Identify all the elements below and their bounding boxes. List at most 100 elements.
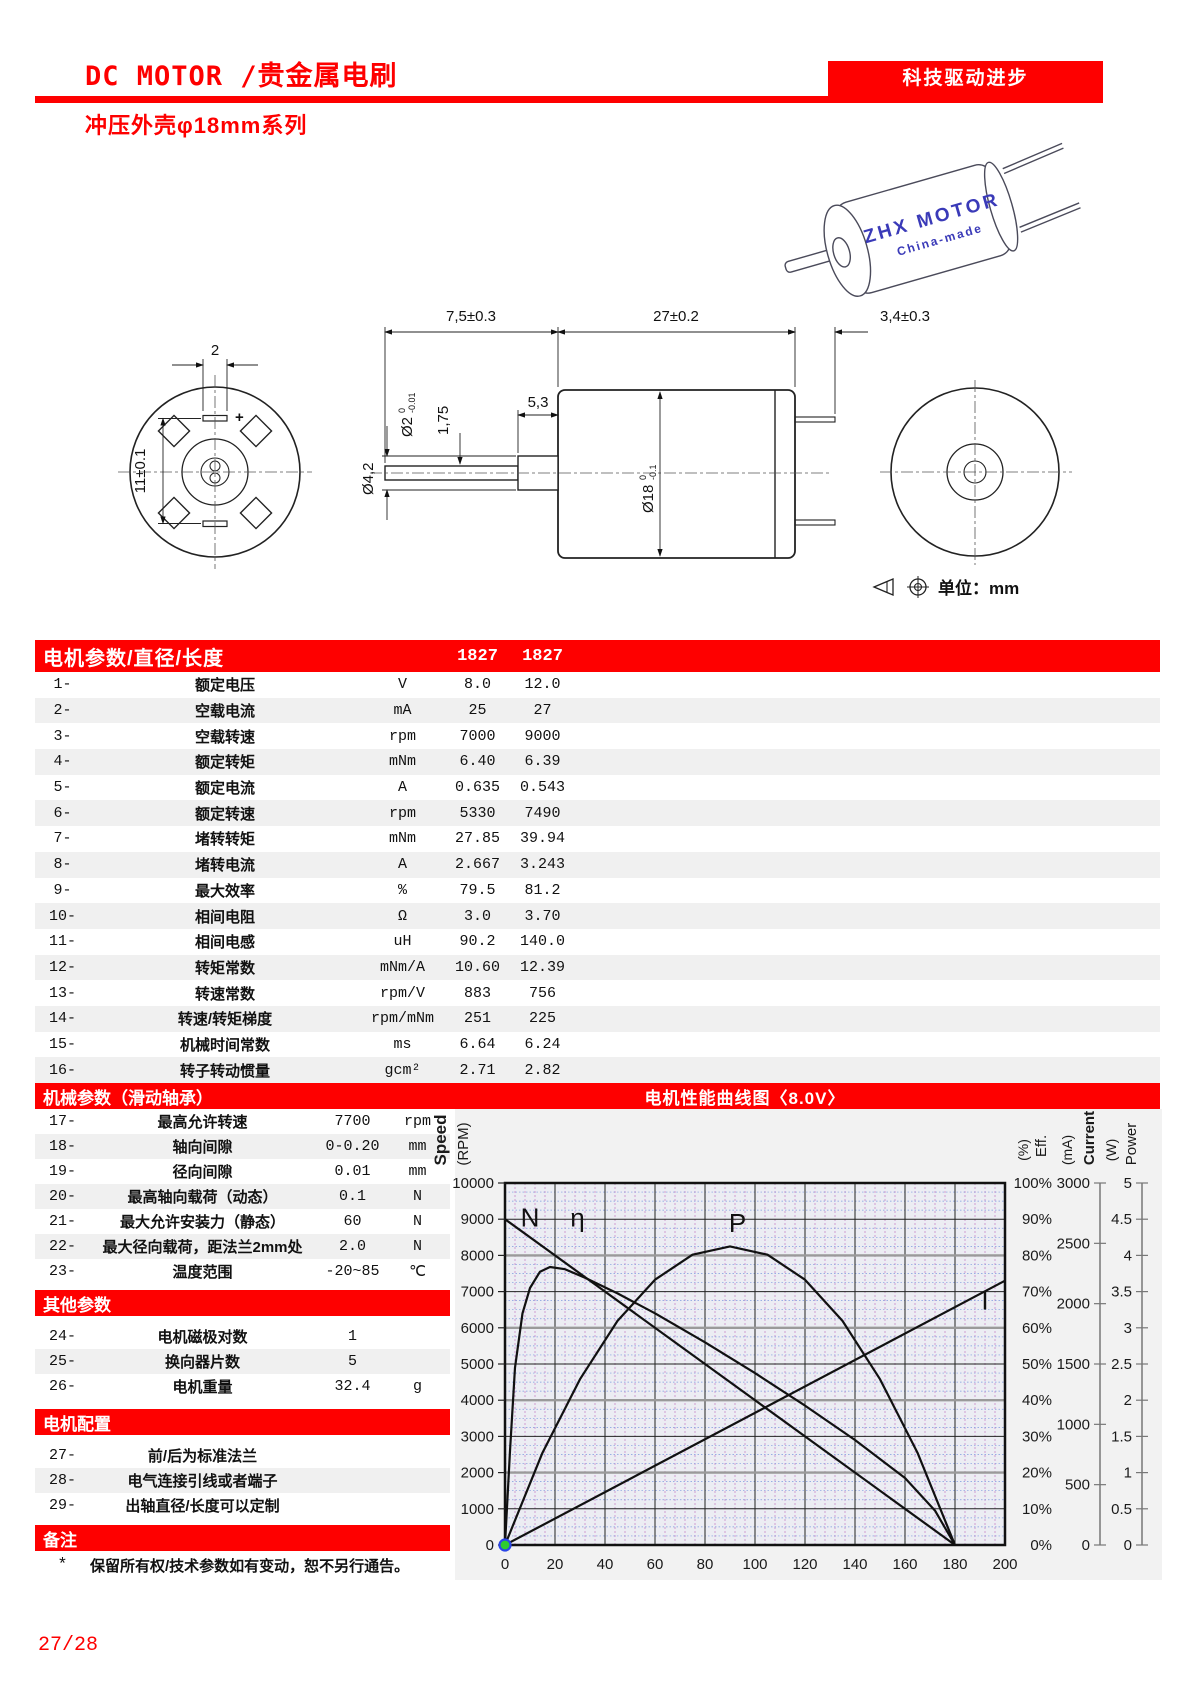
axis-title: (RPM) xyxy=(455,1122,472,1165)
curve-label-N: N xyxy=(521,1202,540,1232)
power-tick-label: 3 xyxy=(1124,1320,1132,1337)
dim-shaft-tol-lower: -0.01 xyxy=(407,392,417,413)
x-tick-label: 80 xyxy=(697,1556,714,1573)
eff-tick-label: 50% xyxy=(1022,1356,1052,1373)
power-tick-label: 0.5 xyxy=(1111,1501,1132,1518)
table-row: 15- 机械时间常数 ms 6.64 6.24 xyxy=(48,1035,561,1054)
config-section-title: 电机配置 xyxy=(43,1414,111,1434)
curve-P xyxy=(503,1245,957,1546)
current-tick-label: 0 xyxy=(1082,1537,1090,1554)
table-row: 11- 相间电感 uH 90.2 140.0 xyxy=(48,933,565,952)
dim-pin-pitch: 11±0.1 xyxy=(132,449,149,494)
eff-tick-label: 90% xyxy=(1022,1211,1052,1228)
current-tick-label: 3000 xyxy=(1057,1175,1090,1192)
table-row: 24- 电机磁极对数 1 xyxy=(48,1328,357,1346)
model-col-2: 1827 xyxy=(522,646,563,666)
power-tick-label: 4 xyxy=(1124,1247,1132,1264)
curve-label-η: η xyxy=(570,1202,584,1232)
curve-η xyxy=(503,1265,956,1546)
table-row: 20- 最高轴向载荷（动态） 0.1 N xyxy=(35,1184,450,1209)
power-tick-label: 5 xyxy=(1124,1175,1132,1192)
unit-note-text: 单位：mm xyxy=(938,579,1020,598)
x-tick-label: 60 xyxy=(647,1556,664,1573)
mech-section-title: 机械参数（滑动轴承） xyxy=(43,1088,213,1108)
dimension-drawing: 2 + 11±0.1 7,5±0.3 27±0.2 3,4±0.3 5,3 1,… xyxy=(118,308,1072,569)
dim-shaft-length: 7,5±0.3 xyxy=(446,308,496,325)
table-row: 25- 换向器片数 5 xyxy=(35,1349,450,1374)
projection-cone-icon xyxy=(872,577,894,596)
table-row: 19- 径向间隙 0.01 mm xyxy=(48,1163,427,1181)
power-tick-label: 1.5 xyxy=(1111,1428,1132,1445)
curve-N xyxy=(504,1218,956,1546)
slogan-badge: 科技驱动进步 xyxy=(828,61,1103,96)
axis-title: Eff. xyxy=(1033,1135,1050,1157)
speed-tick-label: 8000 xyxy=(461,1247,494,1264)
table-row: 17- 最高允许转速 7700 rpm xyxy=(48,1113,431,1131)
dim-pin-length: 3,4±0.3 xyxy=(880,308,930,325)
speed-tick-label: 3000 xyxy=(461,1428,494,1445)
dim-collar-dia: Ø4,2 xyxy=(360,462,377,495)
table-row: 4- 额定转矩 mNm 6.40 6.39 xyxy=(35,749,1160,775)
table-row: 16- 转子转动惯量 gcm² 2.71 2.82 xyxy=(35,1057,1160,1083)
table-row: 23- 温度范围 -20~85 ℃ xyxy=(48,1263,426,1281)
remark-star: * xyxy=(57,1556,68,1575)
dim-body-length: 27±0.2 xyxy=(653,308,699,325)
table-row: 2- 空载电流 mA 25 27 xyxy=(35,697,1160,724)
x-tick-label: 140 xyxy=(842,1556,867,1573)
dim-body-dia: Ø18 xyxy=(640,485,657,513)
table-row: 29- 出轴直径/长度可以定制 xyxy=(48,1497,280,1515)
table-row: 27- 前/后为标准法兰 xyxy=(48,1447,258,1465)
other-params-rows: 24- 电机磁极对数 1 25- 换向器片数 5 26- 电机重量 32.4 g xyxy=(35,1324,450,1399)
table-row: 22- 最大径向载荷，距法兰2mm处 2.0 N xyxy=(35,1234,450,1259)
config-section-bar: 电机配置 xyxy=(35,1409,450,1435)
x-tick-label: 40 xyxy=(597,1556,614,1573)
table-row: 18- 轴向间隙 0-0.20 mm xyxy=(35,1134,450,1159)
motor-photo-sketch: ZHX MOTOR China-made xyxy=(784,142,1081,297)
page-title: DC MOTOR /贵金属电刷 xyxy=(85,61,398,92)
eff-tick-label: 100% xyxy=(1014,1175,1052,1192)
axis-title: (W) xyxy=(1103,1139,1119,1162)
dim-step: 1,75 xyxy=(435,406,452,435)
power-tick-label: 2.5 xyxy=(1111,1356,1132,1373)
table-row: 5- 额定电流 A 0.635 0.543 xyxy=(53,779,565,798)
eff-tick-label: 20% xyxy=(1022,1465,1052,1482)
dim-body-tol-lower: -0.1 xyxy=(648,464,658,480)
x-tick-label: 20 xyxy=(547,1556,564,1573)
power-tick-label: 4.5 xyxy=(1111,1211,1132,1228)
speed-tick-label: 0 xyxy=(486,1537,494,1554)
current-tick-label: 2000 xyxy=(1057,1296,1090,1313)
power-tick-label: 1 xyxy=(1124,1465,1132,1482)
dim-shaft-tol-upper: 0 xyxy=(397,408,407,413)
projection-circle-icon xyxy=(907,575,929,598)
table-title: 电机参数/直径/长度 xyxy=(43,647,225,670)
table-header-bar: 电机参数/直径/长度 1827 1827 xyxy=(35,640,1160,672)
curve-label-I: I xyxy=(981,1286,988,1316)
axis-title: Current xyxy=(1081,1111,1098,1165)
remark-text: 保留所有权/技术参数如有变动，恕不另行通告。 xyxy=(90,1558,410,1575)
origin-marker xyxy=(498,1538,512,1552)
power-tick-label: 0 xyxy=(1124,1537,1132,1554)
table-row: 7- 堵转转矩 mNm 27.85 39.94 xyxy=(53,830,565,849)
remark-section-bar: 备注 xyxy=(35,1525,450,1551)
x-tick-label: 200 xyxy=(992,1556,1017,1573)
other-section-bar: 其他参数 xyxy=(35,1290,450,1316)
axis-title: Speed xyxy=(431,1114,450,1165)
table-row: 26- 电机重量 32.4 g xyxy=(48,1378,422,1396)
table-row: 3- 空载转速 rpm 7000 9000 xyxy=(53,727,561,746)
chart-title: 电机性能曲线图〈8.0V〉 xyxy=(644,1088,846,1108)
table-row: 1- 额定电压 V 8.0 12.0 xyxy=(53,676,561,695)
table-row: 21- 最大允许安装力（静态） 60 N xyxy=(48,1213,422,1231)
table-row: 13- 转速常数 rpm/V 883 756 xyxy=(48,984,556,1003)
x-tick-label: 100 xyxy=(742,1556,767,1573)
table-row: 8- 堵转电流 A 2.667 3.243 xyxy=(35,851,1160,878)
mech-section-bar: 机械参数（滑动轴承） 电机性能曲线图〈8.0V〉 xyxy=(35,1083,1160,1109)
unit-note: 单位：mm xyxy=(872,574,1019,599)
other-section-title: 其他参数 xyxy=(43,1295,111,1315)
speed-tick-label: 1000 xyxy=(461,1501,494,1518)
table-row: 12- 转矩常数 mNm/A 10.60 12.39 xyxy=(35,954,1160,981)
model-col-1: 1827 xyxy=(457,646,498,666)
dim-body-tol-upper: 0 xyxy=(638,475,648,480)
eff-tick-label: 0% xyxy=(1030,1537,1052,1554)
speed-tick-label: 10000 xyxy=(452,1175,494,1192)
